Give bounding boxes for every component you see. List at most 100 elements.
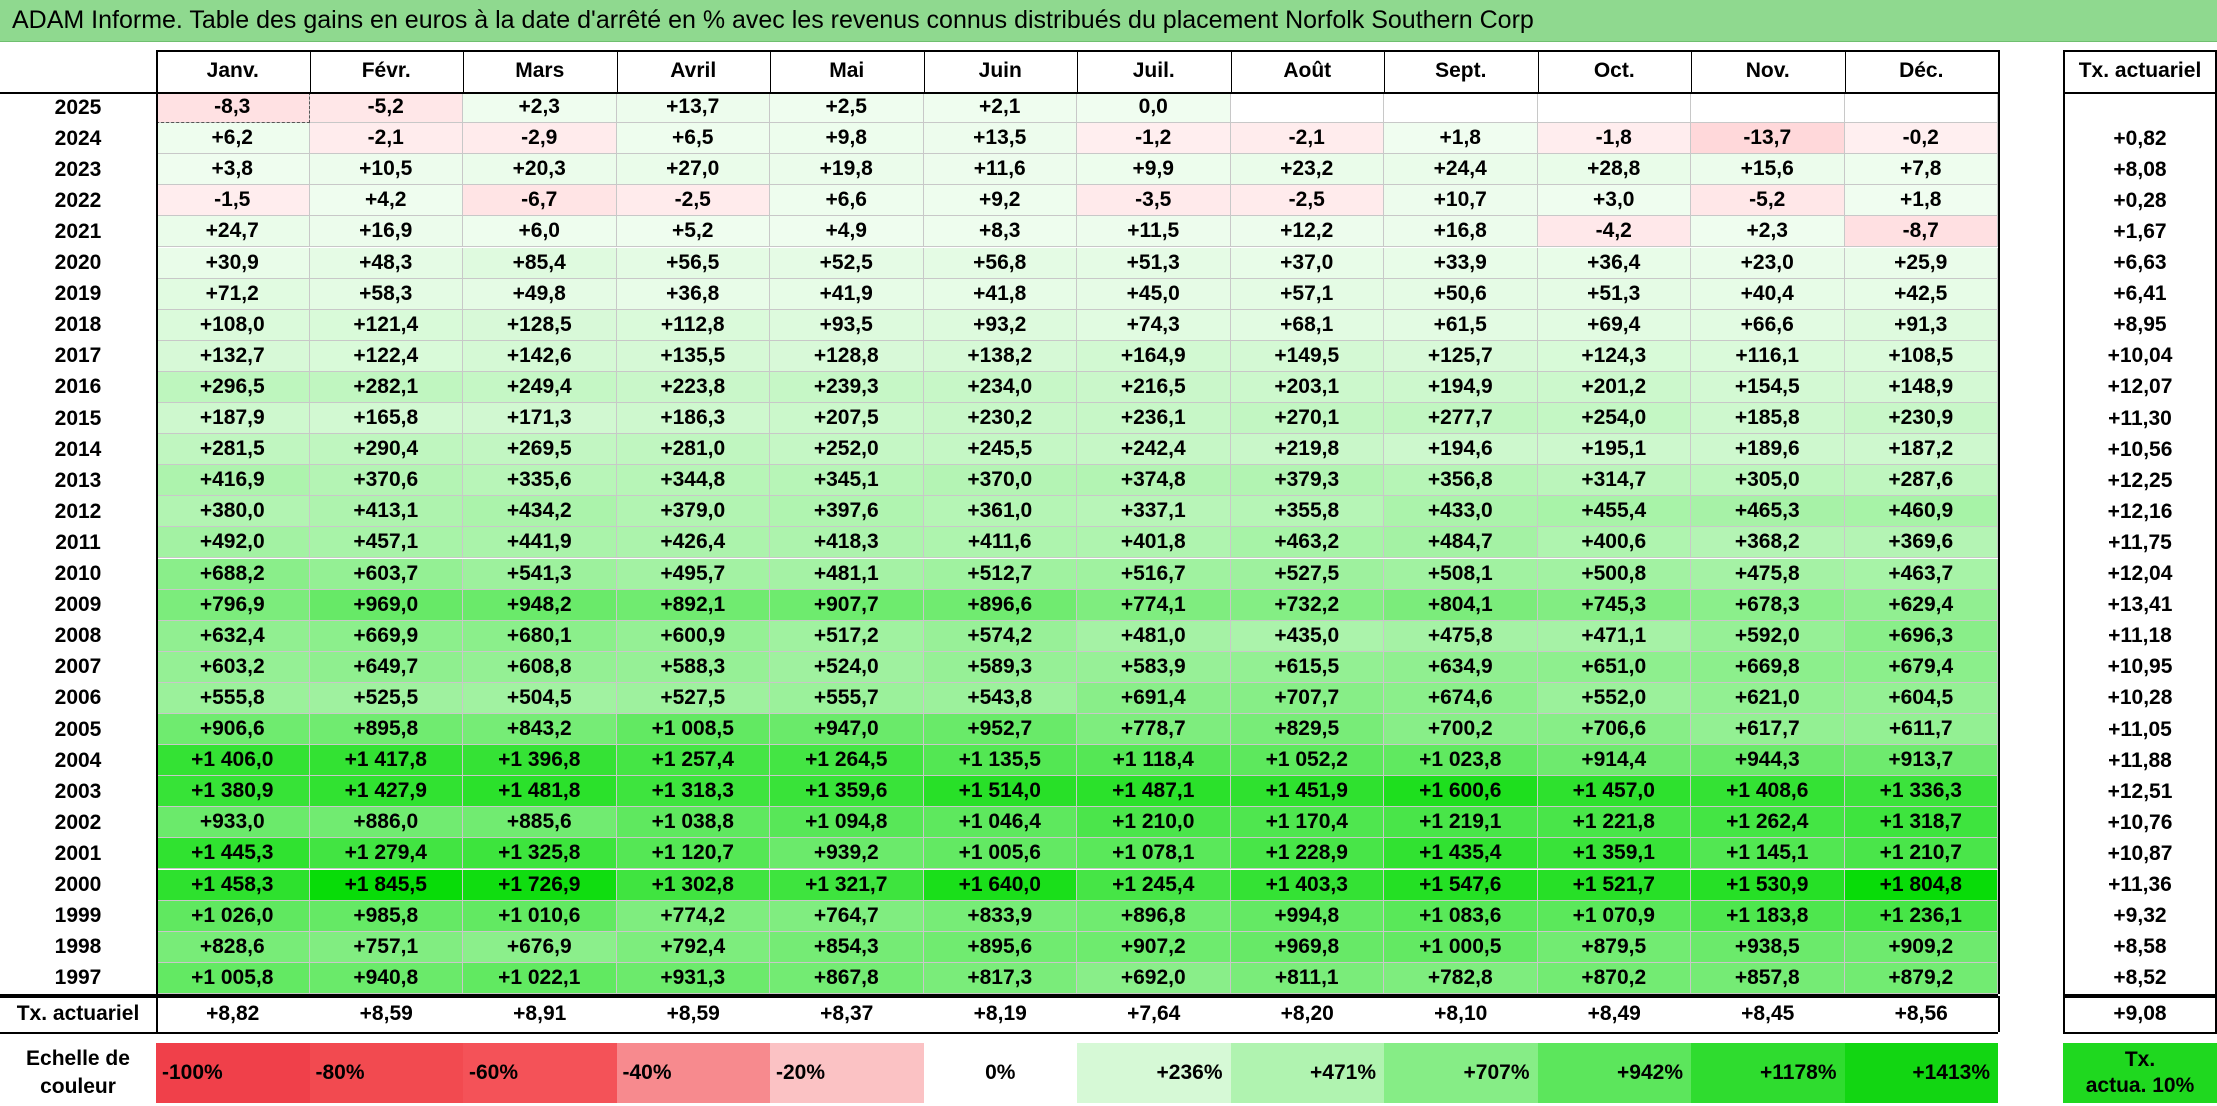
year-label: 2009 [0,589,156,621]
value-cell: +441,9 [463,527,617,559]
grid-line [616,50,618,92]
value-cell: +907,7 [770,589,924,621]
value-cell: +828,6 [156,931,310,963]
footer-rate-cell: +8,82 [156,995,310,1032]
value-cell: +416,9 [156,465,310,497]
value-cell: +355,8 [1230,496,1384,528]
value-cell: +1 302,8 [616,869,770,901]
value-cell: +93,5 [770,309,924,341]
value-cell: +774,2 [616,900,770,932]
value-cell: +290,4 [309,434,463,466]
value-cell: +471,1 [1537,620,1691,652]
value-cell: +583,9 [1077,651,1231,683]
value-cell: +6,2 [156,123,310,155]
footer-rate-cell: +8,45 [1691,995,1845,1032]
value-cell: +23,2 [1230,154,1384,186]
grid-line [2063,50,2217,52]
value-cell: +374,8 [1077,465,1231,497]
scale-rate-line1: Tx. [2124,1048,2156,1071]
footer-rate-cell: +8,10 [1384,995,1538,1032]
rate-cell: +12,04 [2063,558,2217,590]
value-cell: +940,8 [309,962,463,994]
value-cell: +969,8 [1230,931,1384,963]
footer-label: Tx. actuariel [0,995,156,1032]
grid-line [0,92,1998,94]
value-cell: +1 038,8 [616,807,770,839]
value-cell: +854,3 [770,931,924,963]
year-label: 2025 [0,92,156,124]
year-label: 2005 [0,714,156,746]
value-cell: +11,5 [1077,216,1231,248]
value-cell: +13,7 [616,92,770,124]
value-cell: +1 726,9 [463,869,617,901]
value-cell: +1 451,9 [1230,776,1384,808]
value-cell: +3,8 [156,154,310,186]
scale-label-line1: Echelle de [26,1047,130,1070]
grid-line [2063,92,2217,94]
scale-swatch: +236% [1077,1043,1231,1103]
value-cell [1537,92,1691,124]
value-cell: +171,3 [463,403,617,435]
value-cell: +242,4 [1077,434,1231,466]
value-cell: +886,0 [309,807,463,839]
grid-line [2063,995,2217,998]
value-cell: +895,8 [309,714,463,746]
value-cell: +948,2 [463,589,617,621]
footer-rate-cell: +7,64 [1077,995,1231,1032]
value-cell: +460,9 [1844,496,1998,528]
value-cell: +68,1 [1230,309,1384,341]
value-cell: +632,4 [156,620,310,652]
value-cell: +465,3 [1691,496,1845,528]
rate-cell: +10,95 [2063,651,2217,683]
value-cell: +764,7 [770,900,924,932]
value-cell: +512,7 [923,558,1077,590]
value-cell: +30,9 [156,247,310,279]
value-cell: +455,4 [1537,496,1691,528]
value-cell: +938,5 [1691,931,1845,963]
value-cell: +356,8 [1384,465,1538,497]
value-cell: +344,8 [616,465,770,497]
value-cell: +843,2 [463,714,617,746]
grid-line [1998,995,2000,1032]
value-cell: +154,5 [1691,371,1845,403]
value-cell: +1 547,6 [1384,869,1538,901]
scale-swatch: -60% [463,1043,617,1103]
month-header: Nov. [1691,50,1845,92]
year-label: 2011 [0,527,156,559]
value-cell: +600,9 [616,620,770,652]
value-cell: +91,3 [1844,309,1998,341]
year-label: 2008 [0,620,156,652]
value-cell: +1 210,0 [1077,807,1231,839]
scale-swatch: -80% [309,1043,463,1103]
value-cell: +621,0 [1691,682,1845,714]
value-cell: +13,5 [923,123,1077,155]
value-cell: +457,1 [309,527,463,559]
value-cell: +379,0 [616,496,770,528]
value-cell: -2,5 [1230,185,1384,217]
value-cell: +287,6 [1844,465,1998,497]
value-cell: +28,8 [1537,154,1691,186]
value-cell: +1 022,1 [463,962,617,994]
value-cell: +475,8 [1691,558,1845,590]
value-cell: +1 458,3 [156,869,310,901]
rate-cell: +12,51 [2063,776,2217,808]
value-cell: +543,8 [923,682,1077,714]
value-cell: +1 845,5 [309,869,463,901]
value-cell: +1 183,8 [1691,900,1845,932]
year-label: 2024 [0,123,156,155]
value-cell: +492,0 [156,527,310,559]
scale-swatch: 0% [923,1043,1077,1103]
footer-rate-cell: +8,19 [923,995,1077,1032]
value-cell: +426,4 [616,527,770,559]
value-cell: +1 005,8 [156,962,310,994]
rate-cell: +10,28 [2063,682,2217,714]
value-cell: +939,2 [770,838,924,870]
value-cell: +2,3 [1691,216,1845,248]
year-label: 2007 [0,651,156,683]
value-cell: +792,4 [616,931,770,963]
grid-line [1691,50,1692,92]
value-cell: +617,7 [1691,714,1845,746]
value-cell: +541,3 [463,558,617,590]
value-cell: +4,9 [770,216,924,248]
value-cell: +592,0 [1691,620,1845,652]
